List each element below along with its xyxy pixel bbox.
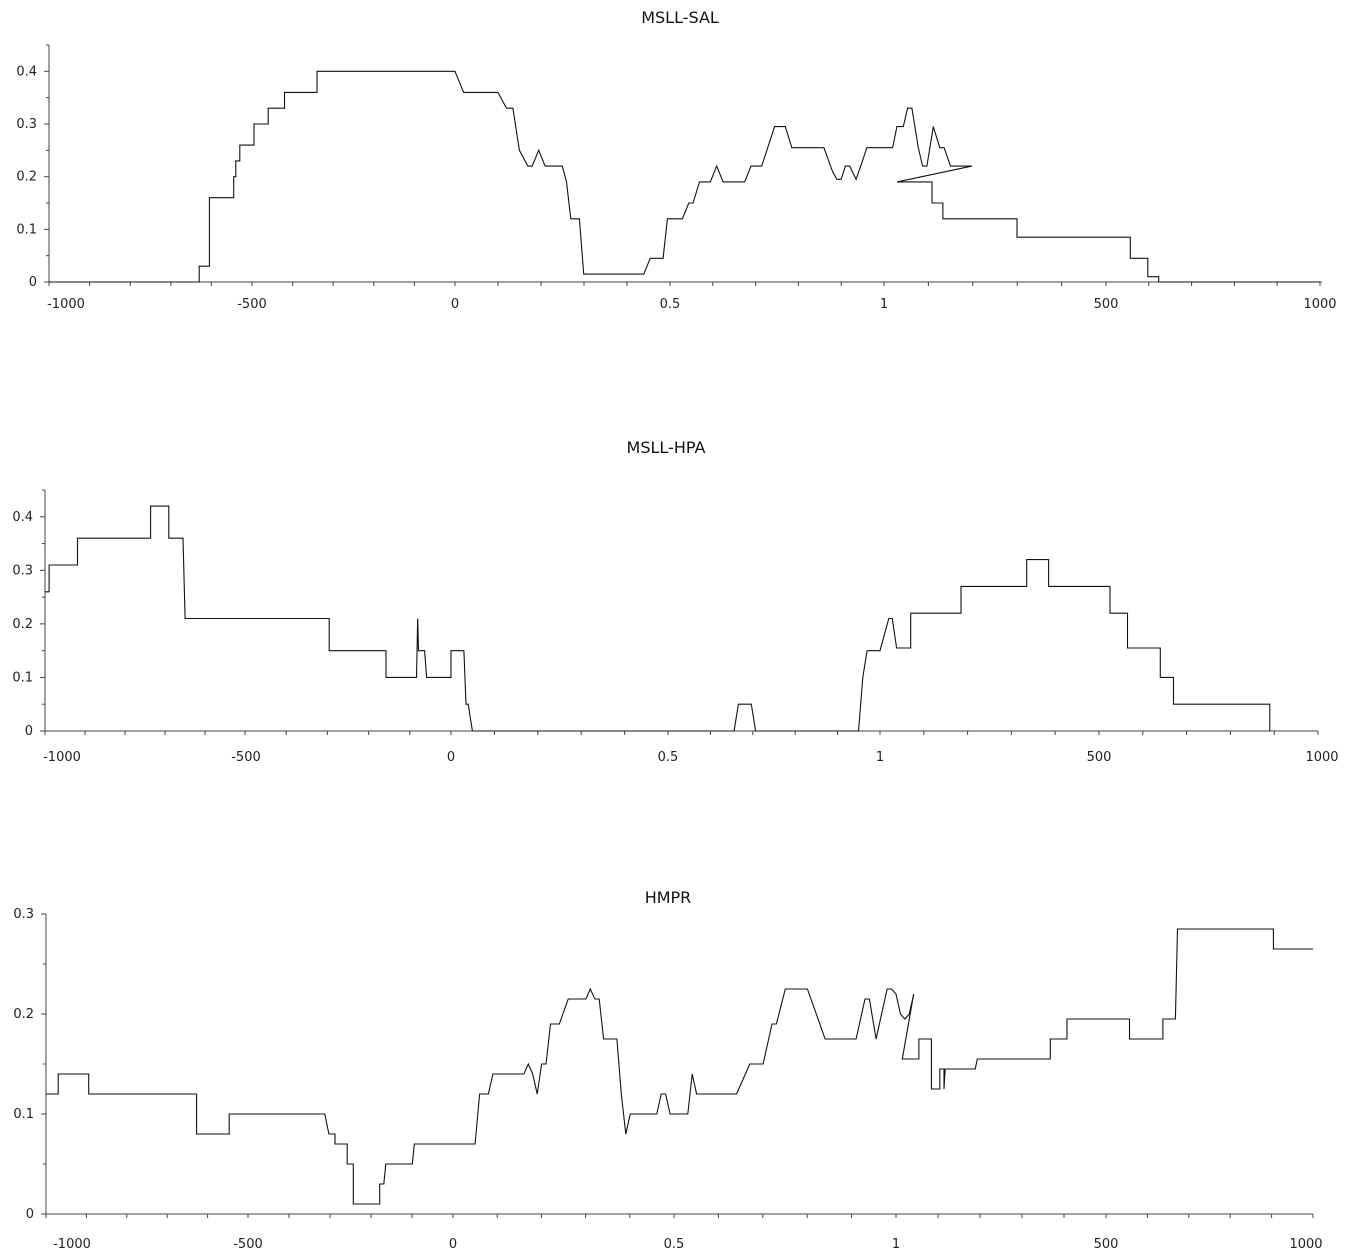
x-tick-label: 1000 [1289, 1237, 1322, 1251]
y-tick-label: 0.3 [12, 563, 33, 578]
x-tick-label: 500 [1087, 750, 1112, 765]
series-line [45, 505, 1271, 732]
x-tick-label: 0 [449, 1237, 457, 1251]
x-tick-label: 1 [892, 1237, 900, 1251]
x-tick-label: 0 [447, 750, 455, 765]
x-tick-label: 1 [880, 297, 888, 312]
y-tick-label: 0.3 [13, 907, 34, 922]
x-tick-label: 500 [1094, 1237, 1119, 1251]
chart-panel-hmpr: HMPR 0 0.1 0.2 0.3 -1000 -500 0 0.5 1 500 1000 [0, 880, 1349, 1251]
y-tick-label: 0.1 [16, 222, 37, 237]
y-tick-label: 0.1 [12, 670, 33, 685]
chart-msll-sal: MSLL-SAL 0 0.1 0.2 0.3 0.4 -1000 -500 0 0.5 1 500 1… [16, 8, 1336, 312]
x-tick-label: -500 [237, 297, 267, 312]
x-tick-label: 1000 [1303, 297, 1336, 312]
y-tick-label: 0.2 [16, 170, 37, 185]
y-tick-label: 0.4 [12, 510, 33, 525]
series-line [49, 70, 1320, 283]
y-tick-label: 0 [26, 1207, 34, 1222]
x-tick-label: 1 [876, 750, 884, 765]
y-tick-label: 0.2 [12, 617, 33, 632]
series-line [46, 928, 1313, 1205]
y-tick-label: 0.4 [16, 64, 37, 79]
y-tick-label: 0.3 [16, 117, 37, 132]
y-tick-label: 0 [29, 275, 37, 290]
chart-title: MSLL-HPA [627, 438, 706, 457]
chart-hmpr: HMPR 0 0.1 0.2 0.3 -1000 -500 0 0.5 1 500 1000 [13, 888, 1322, 1251]
x-tick-label: -1000 [43, 750, 81, 765]
x-tick-label: -500 [233, 1237, 263, 1251]
y-tick-label: 0.1 [13, 1107, 34, 1122]
x-tick-label: 0.5 [664, 1237, 685, 1251]
chart-panel-msll-hpa: MSLL-HPA 0 0.1 0.2 0.3 0.4 -1000 -500 0 0.5 1 500 1… [0, 430, 1349, 770]
x-tick-label: -500 [231, 750, 261, 765]
y-tick-label: 0.2 [13, 1007, 34, 1022]
x-tick-label: -1000 [47, 297, 85, 312]
y-tick-label: 0 [25, 724, 33, 739]
x-tick-label: 1000 [1305, 750, 1338, 765]
chart-panel-msll-sal: MSLL-SAL 0 0.1 0.2 0.3 0.4 -1000 -500 0 0.5 1 500 1… [0, 0, 1349, 330]
x-tick-label: 0.5 [658, 750, 679, 765]
x-tick-label: 0 [451, 297, 459, 312]
chart-msll-hpa: MSLL-HPA 0 0.1 0.2 0.3 0.4 -1000 -500 0 0.5 1 500 1… [12, 438, 1338, 765]
x-tick-label: 500 [1094, 297, 1119, 312]
x-tick-label: -1000 [53, 1237, 91, 1251]
chart-title: MSLL-SAL [641, 8, 719, 27]
chart-title: HMPR [645, 888, 692, 907]
x-tick-label: 0.5 [660, 297, 681, 312]
